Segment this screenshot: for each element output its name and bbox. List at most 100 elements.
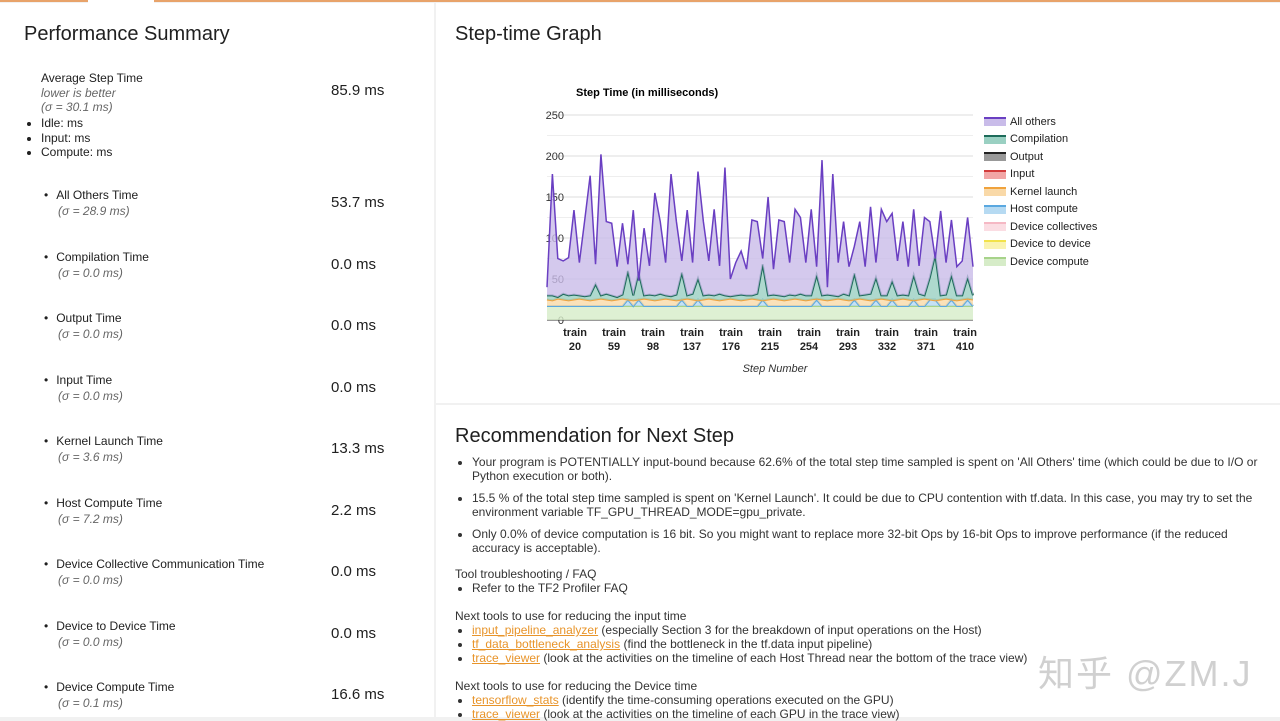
metric-row: Output Time (σ = 0.0 ms) [44, 310, 123, 342]
metric-value: 0.0 ms [331, 317, 377, 334]
tensorflow-stats-link[interactable]: tensorflow_stats [472, 693, 559, 707]
metric-row: Host Compute Time (σ = 7.2 ms) [44, 495, 162, 527]
link-description: (look at the activities on the timeline … [540, 651, 1028, 665]
link-description: (find the bottleneck in the tf.data inpu… [620, 637, 873, 651]
recommendation-bullet: Only 0.0% of device computation is 16 bi… [472, 527, 1270, 555]
metric-label: Output Time [44, 310, 123, 326]
faq-heading: Tool troubleshooting / FAQ [455, 567, 597, 581]
breakdown-idle: Idle: ms [41, 116, 112, 131]
summary-title: Performance Summary [24, 23, 230, 45]
legend-swatch [984, 187, 1006, 197]
legend-swatch [984, 239, 1006, 249]
legend-item: Device collectives [984, 218, 1097, 236]
legend-swatch [984, 134, 1006, 144]
recommendation-title: Recommendation for Next Step [455, 425, 735, 447]
average-sigma: (σ = 30.1 ms) [41, 100, 113, 114]
metric-sigma: (σ = 0.0 ms) [58, 388, 123, 403]
metric-sigma: (σ = 3.6 ms) [58, 450, 123, 464]
link-description: (look at the activities on the timeline … [540, 707, 900, 721]
legend-label: Kernel launch [1010, 185, 1078, 198]
performance-summary-panel: Performance Summary Average Step Time lo… [0, 3, 434, 717]
metric-value: 0.0 ms [331, 378, 377, 396]
metric-row: Device to Device Time (σ = 0.0 ms) [44, 618, 175, 650]
legend-swatch [984, 152, 1006, 162]
metric-value: 0.0 ms [331, 255, 377, 273]
metric-label: Device Collective Communication Time [44, 556, 264, 572]
metric-value: 13.3 ms [331, 440, 385, 457]
metric-row: Device Compute Time (σ = 0.1 ms) [44, 679, 174, 711]
legend-label: Device to device [1010, 238, 1091, 251]
breakdown-input: Input: ms [41, 131, 112, 146]
device-tools-heading: Next tools to use for reducing the Devic… [455, 679, 698, 693]
average-label: Average Step Time [41, 71, 143, 85]
legend-swatch [984, 117, 1006, 127]
metric-row: Kernel Launch Time (σ = 3.6 ms) [44, 433, 163, 465]
legend-label: All others [1010, 115, 1056, 128]
metric-sigma: (σ = 0.0 ms) [58, 573, 123, 587]
legend-item: All others [984, 113, 1097, 131]
link-description: (identify the time-consuming operations … [558, 693, 894, 707]
metric-label: All Others Time [44, 187, 138, 203]
watermark: 知乎 @ZM.J [1038, 653, 1253, 694]
metric-value: 2.2 ms [331, 501, 377, 519]
recommendation-content: Your program is POTENTIALLY input-bound … [455, 455, 1270, 721]
recommendation-bullet: Your program is POTENTIALLY input-bound … [472, 455, 1270, 483]
metric-row: Device Collective Communication Time (σ … [44, 556, 264, 588]
legend-label: Device collectives [1010, 220, 1098, 233]
metric-label: Host Compute Time [44, 495, 162, 511]
legend-label: Device compute [1010, 255, 1089, 268]
metric-sigma: (σ = 0.0 ms) [58, 265, 123, 280]
average-hint: lower is better [41, 85, 116, 100]
metric-label: Compilation Time [44, 249, 149, 265]
legend-label: Output [1010, 150, 1044, 163]
average-value: 85.9 ms [331, 82, 385, 99]
step-time-graph-panel: Step-time Graph [436, 3, 1280, 403]
metric-label: Device to Device Time [44, 618, 175, 634]
metric-sigma: (σ = 0.0 ms) [58, 634, 123, 649]
average-breakdown: Idle: ms Input: ms Compute: ms [26, 116, 112, 160]
legend-label: Input [1010, 168, 1035, 181]
metric-value: 16.6 ms [331, 686, 385, 703]
metric-row: All Others Time (σ = 28.9 ms) [44, 187, 138, 219]
legend-swatch [984, 222, 1006, 232]
legend-swatch [984, 169, 1006, 179]
graph-title: Step-time Graph [455, 23, 602, 45]
active-tab-indicator [88, 0, 154, 3]
faq-section: Tool troubleshooting / FAQ Refer to the … [455, 567, 1270, 595]
legend-item: Device compute [984, 253, 1097, 271]
tf-data-bottleneck-link[interactable]: tf_data_bottleneck_analysis [472, 637, 621, 651]
link-description: (especially Section 3 for the breakdown … [598, 623, 982, 637]
chart-legend: All others Compilation Output Input Kernel l… [984, 113, 1097, 271]
legend-label: Compilation [1010, 133, 1069, 146]
recommendation-panel: Recommendation for Next Step [436, 405, 1280, 717]
average-step-time: Average Step Time lower is better (σ = 3… [41, 71, 143, 115]
legend-item: Input [984, 166, 1097, 184]
legend-item: Host compute [984, 201, 1097, 219]
metric-value: 0.0 ms [331, 563, 377, 580]
trace-viewer-gpu-link[interactable]: trace_viewer [472, 707, 541, 721]
legend-item: Kernel launch [984, 183, 1097, 201]
faq-item: Refer to the TF2 Profiler FAQ [472, 581, 1270, 595]
breakdown-compute: Compute: ms [41, 145, 112, 160]
metric-value: 53.7 ms [331, 194, 385, 211]
metric-value: 0.0 ms [331, 624, 377, 642]
legend-swatch [984, 204, 1006, 214]
metric-label: Input Time [44, 372, 123, 388]
metric-sigma: (σ = 28.9 ms) [58, 204, 130, 218]
legend-item: Device to device [984, 236, 1097, 254]
top-accent-bar [0, 0, 1280, 2]
input-pipeline-analyzer-link[interactable]: input_pipeline_analyzer [472, 623, 599, 637]
input-tools-heading: Next tools to use for reducing the input… [455, 609, 687, 623]
metric-row: Input Time (σ = 0.0 ms) [44, 372, 123, 404]
metric-sigma: (σ = 0.0 ms) [58, 327, 123, 341]
legend-swatch [984, 257, 1006, 267]
legend-label: Host compute [1010, 203, 1078, 216]
metric-sigma: (σ = 0.1 ms) [58, 696, 123, 710]
metric-label: Kernel Launch Time [44, 433, 163, 449]
recommendation-bullet: 15.5 % of the total step time sampled is… [472, 491, 1270, 519]
metric-sigma: (σ = 7.2 ms) [58, 511, 123, 526]
input-tools-section: Next tools to use for reducing the input… [455, 609, 1270, 665]
legend-item: Compilation [984, 131, 1097, 149]
metric-label: Device Compute Time [44, 679, 174, 695]
trace-viewer-link[interactable]: trace_viewer [472, 651, 541, 665]
